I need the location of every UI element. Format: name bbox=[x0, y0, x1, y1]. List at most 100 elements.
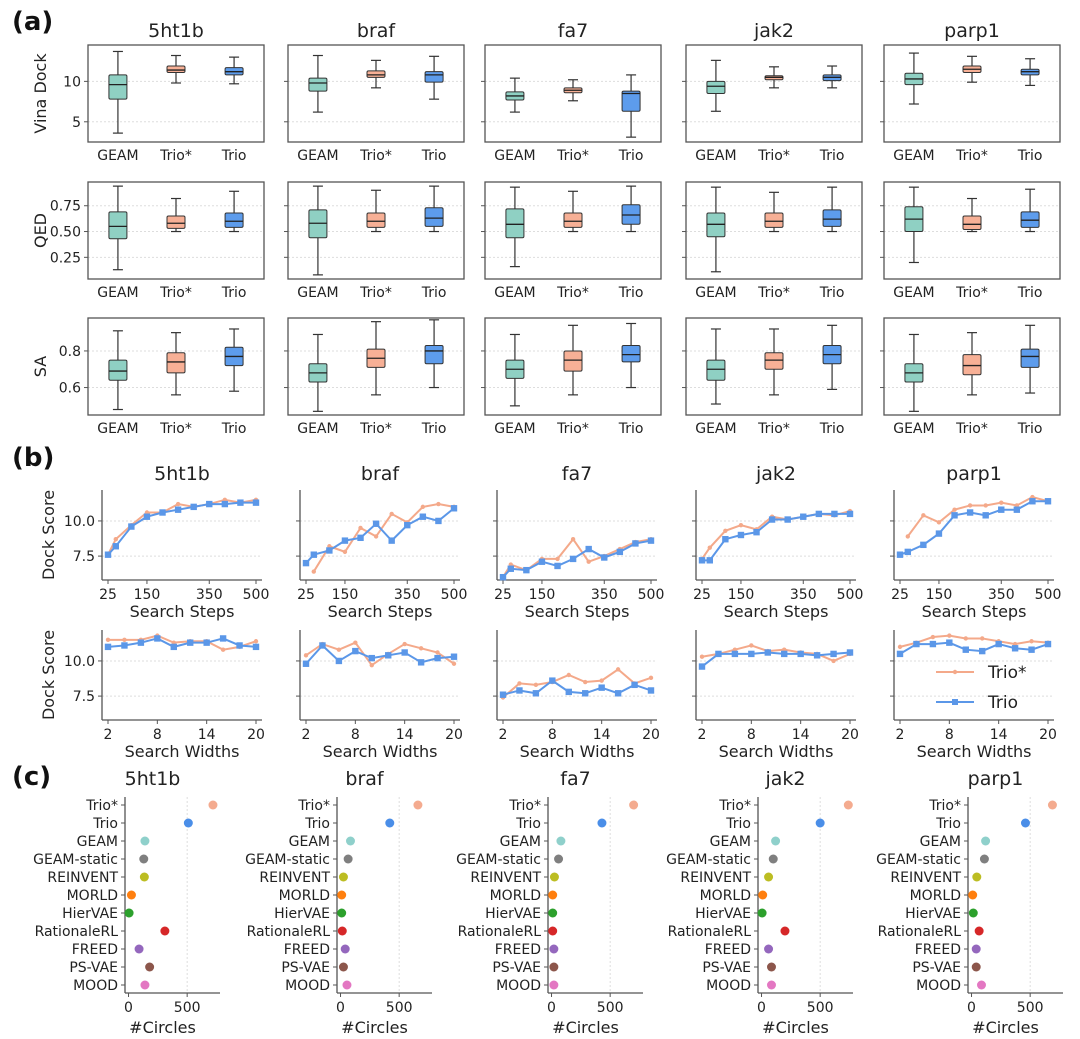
data-point-trio bbox=[499, 691, 507, 698]
box-trio bbox=[424, 55, 444, 100]
data-point-trio bbox=[731, 650, 739, 658]
data-point-trio bbox=[326, 547, 333, 554]
x-tick-label: GEAM bbox=[695, 421, 736, 437]
data-point-trio bbox=[385, 818, 395, 828]
x-tick-label: 0 bbox=[757, 1000, 766, 1016]
x-tick-label: 500 bbox=[597, 1000, 624, 1016]
x-tick-label: Trio* bbox=[757, 421, 790, 437]
data-point-trio bbox=[237, 499, 244, 506]
data-point-geam-static bbox=[554, 854, 564, 864]
series-line-trio bbox=[107, 637, 257, 648]
y-tick-label: PS-VAE bbox=[702, 960, 751, 976]
data-point-trio bbox=[632, 540, 639, 547]
x-tick-label: 14 bbox=[792, 727, 810, 743]
data-point-trio bbox=[601, 554, 608, 561]
data-point-trio bbox=[516, 687, 523, 694]
plot-frame bbox=[87, 44, 265, 143]
data-point-trio bbox=[143, 513, 151, 520]
x-tick-label: GEAM bbox=[494, 421, 535, 437]
x-axis-label: Search Widths bbox=[125, 742, 240, 761]
data-point-trio-star bbox=[413, 800, 423, 810]
subplot-title: jak2 bbox=[764, 768, 805, 790]
y-tick-label: MORLD bbox=[279, 888, 330, 904]
box-trio bbox=[822, 186, 842, 233]
y-tick-label: Trio bbox=[92, 816, 118, 832]
box-iqr bbox=[822, 209, 842, 227]
data-point-mood bbox=[549, 980, 559, 990]
data-point-trio bbox=[532, 690, 540, 697]
data-point-trio bbox=[549, 677, 556, 684]
box-trio-star bbox=[962, 332, 982, 396]
x-tick-label: 350 bbox=[790, 587, 817, 603]
data-point-trio-star bbox=[336, 647, 342, 652]
x-tick-label: Trio* bbox=[757, 148, 790, 164]
x-axis-label: Search Steps bbox=[922, 602, 1027, 621]
box-iqr bbox=[764, 352, 784, 370]
y-axis-label: Dock Score bbox=[39, 490, 58, 580]
y-tick-label: Trio bbox=[515, 816, 541, 832]
data-point-trio-star bbox=[707, 545, 712, 550]
y-tick-label: GEAM bbox=[920, 834, 961, 850]
data-point-trio bbox=[979, 647, 986, 655]
x-tick-label: 8 bbox=[945, 727, 954, 743]
y-tick-label: GEAM bbox=[77, 834, 118, 850]
x-tick-label: 350 bbox=[394, 587, 421, 603]
data-point-trio-star bbox=[517, 681, 522, 686]
subplot-title: fa7 bbox=[558, 20, 588, 42]
box-iqr bbox=[764, 212, 784, 228]
y-tick-label: GEAM-static bbox=[666, 852, 751, 868]
x-tick-label: 8 bbox=[548, 727, 557, 743]
data-point-trio-star bbox=[983, 503, 988, 508]
y-tick-label: RationaleRL bbox=[247, 924, 331, 940]
data-point-trio-star bbox=[738, 522, 744, 528]
data-point-trio bbox=[846, 510, 854, 518]
box-iqr bbox=[563, 350, 583, 372]
x-tick-label: 150 bbox=[728, 587, 755, 603]
x-tick-label: Trio bbox=[421, 421, 447, 437]
x-tick-label: GEAM bbox=[695, 285, 736, 301]
data-point-trio bbox=[647, 537, 655, 544]
lineplot-search-widths-5ht1b: 7.5 10.0 2 8 14 20 Search Widths Dock Score bbox=[39, 630, 265, 761]
y-tick-label: REINVENT bbox=[890, 870, 961, 886]
y-tick-label: 0.75 bbox=[50, 199, 81, 215]
data-point-trio bbox=[800, 513, 807, 520]
series-line-trio bbox=[305, 644, 455, 665]
x-tick-label: GEAM bbox=[494, 148, 535, 164]
x-tick-label: 500 bbox=[386, 1000, 413, 1016]
box-trio-star bbox=[563, 79, 583, 102]
boxplot-qed-parp1: GEAM Trio* Trio bbox=[880, 181, 1061, 301]
x-tick-label: 500 bbox=[243, 587, 270, 603]
x-tick-label: Trio* bbox=[556, 421, 589, 437]
x-tick-label: 25 bbox=[494, 587, 512, 603]
boxplot-vina-dock-parp1: GEAM Trio* Trio parp1 bbox=[880, 20, 1061, 164]
data-point-trio bbox=[401, 649, 408, 656]
data-point-trio bbox=[252, 499, 260, 506]
x-tick-label: 500 bbox=[837, 587, 864, 603]
legend-label-trio: Trio bbox=[987, 693, 1018, 713]
x-tick-label: GEAM bbox=[893, 285, 934, 301]
data-point-trio-star bbox=[583, 679, 588, 685]
data-point-trio bbox=[319, 642, 326, 649]
box-geam bbox=[706, 59, 726, 112]
data-point-trio bbox=[706, 557, 713, 564]
y-axis-label: Dock Score bbox=[39, 630, 58, 720]
x-tick-label: Trio* bbox=[556, 285, 589, 301]
data-point-trio bbox=[450, 505, 458, 512]
data-point-trio-star bbox=[921, 513, 926, 518]
y-tick-label: 0.25 bbox=[50, 250, 81, 266]
subplot-title: braf bbox=[361, 463, 401, 485]
y-tick-label: HierVAE bbox=[695, 906, 751, 922]
data-point-trio-star bbox=[369, 662, 374, 668]
data-point-trio bbox=[966, 509, 974, 516]
plot-frame bbox=[287, 317, 465, 416]
boxplot-qed-jak2: GEAM Trio* Trio bbox=[682, 181, 863, 301]
y-tick-label: PS-VAE bbox=[492, 960, 541, 976]
data-point-geam bbox=[556, 836, 566, 846]
x-axis-label: Search Steps bbox=[130, 602, 235, 621]
subplot-title: jak2 bbox=[753, 20, 794, 42]
data-point-trio bbox=[1011, 645, 1019, 652]
data-point-trio bbox=[174, 506, 182, 513]
data-point-ps-vae bbox=[145, 962, 155, 972]
y-tick-label: PS-VAE bbox=[69, 960, 118, 976]
